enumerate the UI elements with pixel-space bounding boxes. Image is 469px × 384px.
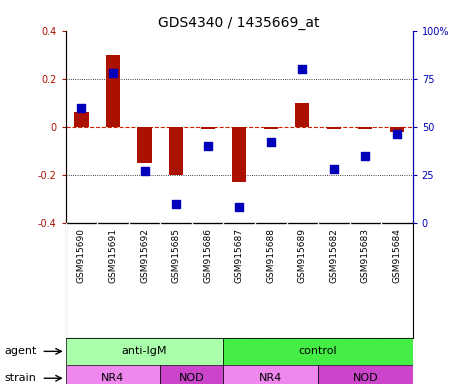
Point bbox=[267, 139, 274, 145]
Text: GSM915692: GSM915692 bbox=[140, 228, 149, 283]
Bar bbox=[169, 127, 183, 175]
Point bbox=[78, 104, 85, 111]
Text: anti-IgM: anti-IgM bbox=[122, 346, 167, 356]
Bar bbox=[106, 55, 120, 127]
Bar bbox=[327, 127, 341, 129]
Text: GSM915689: GSM915689 bbox=[298, 228, 307, 283]
Bar bbox=[318, 365, 413, 384]
Bar bbox=[223, 338, 413, 365]
Bar bbox=[137, 127, 151, 163]
Text: GSM915682: GSM915682 bbox=[329, 228, 338, 283]
Point bbox=[172, 200, 180, 207]
Bar bbox=[66, 365, 160, 384]
Point bbox=[330, 166, 338, 172]
Text: NR4: NR4 bbox=[259, 373, 282, 383]
Point bbox=[109, 70, 117, 76]
Text: agent: agent bbox=[5, 346, 37, 356]
Point bbox=[141, 168, 148, 174]
Text: GSM915686: GSM915686 bbox=[203, 228, 212, 283]
Point bbox=[204, 143, 212, 149]
Point bbox=[393, 131, 401, 137]
Bar bbox=[201, 127, 215, 129]
Bar bbox=[232, 127, 246, 182]
Text: GSM915683: GSM915683 bbox=[361, 228, 370, 283]
Text: GSM915688: GSM915688 bbox=[266, 228, 275, 283]
Bar bbox=[223, 365, 318, 384]
Text: GSM915691: GSM915691 bbox=[108, 228, 118, 283]
Bar bbox=[66, 338, 223, 365]
Point bbox=[362, 152, 369, 159]
Bar bbox=[295, 103, 310, 127]
Title: GDS4340 / 1435669_at: GDS4340 / 1435669_at bbox=[159, 16, 320, 30]
Text: NR4: NR4 bbox=[101, 373, 125, 383]
Bar bbox=[390, 127, 404, 132]
Bar bbox=[74, 113, 89, 127]
Text: NOD: NOD bbox=[353, 373, 378, 383]
Text: control: control bbox=[299, 346, 337, 356]
Bar bbox=[264, 127, 278, 129]
Text: GSM915687: GSM915687 bbox=[234, 228, 244, 283]
Bar bbox=[358, 127, 372, 129]
Text: NOD: NOD bbox=[179, 373, 204, 383]
Bar bbox=[160, 365, 223, 384]
Text: GSM915685: GSM915685 bbox=[172, 228, 181, 283]
Point bbox=[299, 66, 306, 72]
Text: GSM915690: GSM915690 bbox=[77, 228, 86, 283]
Text: strain: strain bbox=[5, 373, 37, 383]
Text: GSM915684: GSM915684 bbox=[393, 228, 401, 283]
Point bbox=[235, 204, 243, 210]
